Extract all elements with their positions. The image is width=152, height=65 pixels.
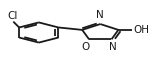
Text: N: N	[96, 10, 104, 20]
Text: N: N	[109, 42, 117, 52]
Text: Cl: Cl	[7, 11, 18, 21]
Text: O: O	[81, 42, 90, 52]
Text: OH: OH	[133, 25, 149, 35]
